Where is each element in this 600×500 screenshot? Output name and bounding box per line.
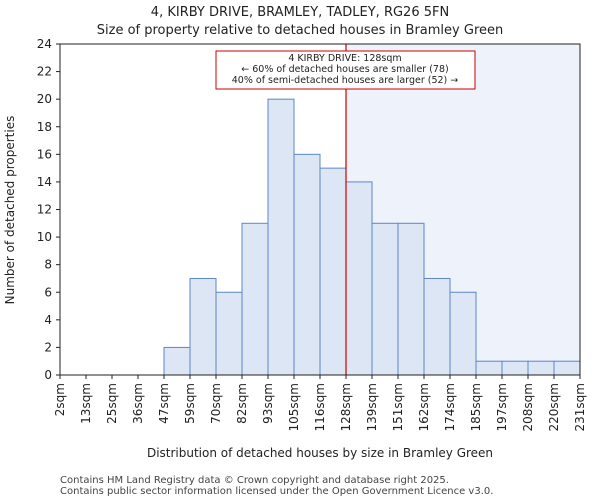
x-tick-label: 59sqm: [183, 383, 197, 424]
x-tick-label: 105sqm: [287, 383, 301, 431]
x-tick-label: 82sqm: [235, 383, 249, 424]
bar-128sqm: [345, 181, 373, 376]
x-tick-label: 220sqm: [547, 383, 561, 431]
bar-116sqm: [319, 167, 347, 376]
x-tick-label: 208sqm: [521, 383, 535, 431]
x-tick-label: 197sqm: [495, 383, 509, 431]
x-tick-label: 93sqm: [261, 383, 275, 424]
annotation-line-2: ← 60% of detached houses are smaller (78…: [241, 64, 448, 75]
chart-subtitle: Size of property relative to detached ho…: [97, 23, 504, 38]
bar-185sqm: [475, 360, 503, 376]
annotation-line-1: 4 KIRBY DRIVE: 128sqm: [288, 53, 401, 64]
x-tick-label: 139sqm: [365, 383, 379, 431]
x-tick-label: 13sqm: [79, 383, 93, 424]
y-tick-label: 12: [37, 203, 52, 217]
x-tick-label: 116sqm: [313, 383, 327, 431]
x-tick-label: 162sqm: [417, 383, 431, 431]
bar-59sqm: [189, 277, 217, 376]
y-tick-label: 6: [44, 285, 52, 299]
x-tick-label: 174sqm: [443, 383, 457, 431]
bars-group: [163, 98, 581, 376]
x-tick-label: 231sqm: [573, 383, 587, 431]
bar-197sqm: [501, 360, 529, 376]
chart-title: 4, KIRBY DRIVE, BRAMLEY, TADLEY, RG26 5F…: [151, 5, 449, 20]
bar-70sqm: [215, 291, 243, 376]
annotation-line-3: 40% of semi-detached houses are larger (…: [232, 75, 459, 86]
y-tick-label: 22: [37, 65, 52, 79]
x-tick-label: 185sqm: [469, 383, 483, 431]
bar-220sqm: [553, 360, 581, 376]
x-tick-label: 2sqm: [53, 383, 67, 416]
x-axis: 2sqm 13sqm 25sqm 36sqm 47sqm 59sqm 70sqm 82sqm 9…: [53, 375, 587, 431]
bar-139sqm: [371, 222, 399, 376]
x-tick-label: 70sqm: [209, 383, 223, 424]
bar-208sqm: [527, 360, 555, 376]
x-tick-label: 151sqm: [391, 383, 405, 431]
footer-line-2: Contains public sector information licen…: [60, 486, 493, 497]
bar-151sqm: [397, 222, 425, 376]
y-tick-label: 18: [37, 120, 52, 134]
x-tick-label: 36sqm: [131, 383, 145, 424]
bar-174sqm: [449, 291, 477, 376]
bar-105sqm: [293, 153, 321, 376]
x-axis-label: Distribution of detached houses by size …: [147, 446, 493, 460]
y-tick-label: 10: [37, 230, 52, 244]
x-tick-label: 47sqm: [157, 383, 171, 424]
y-tick-label: 8: [44, 258, 52, 272]
plot-frame: [59, 43, 581, 376]
bar-47sqm: [163, 346, 191, 376]
bar-93sqm: [267, 98, 295, 376]
y-tick-label: 20: [37, 92, 52, 106]
bar-82sqm: [241, 222, 269, 376]
y-tick-label: 0: [44, 368, 52, 382]
y-tick-label: 24: [37, 37, 52, 51]
y-tick-label: 2: [44, 340, 52, 354]
x-tick-label: 128sqm: [339, 383, 353, 431]
y-tick-label: 4: [44, 313, 52, 327]
y-tick-label: 14: [37, 175, 52, 189]
footer-line-1: Contains HM Land Registry data © Crown c…: [60, 475, 449, 486]
x-tick-label: 25sqm: [105, 383, 119, 424]
y-axis-label: Number of detached properties: [3, 116, 17, 305]
bar-162sqm: [423, 277, 451, 376]
y-tick-label: 16: [37, 147, 52, 161]
annotation-box: 4 KIRBY DRIVE: 128sqm ← 60% of detached …: [215, 50, 476, 90]
